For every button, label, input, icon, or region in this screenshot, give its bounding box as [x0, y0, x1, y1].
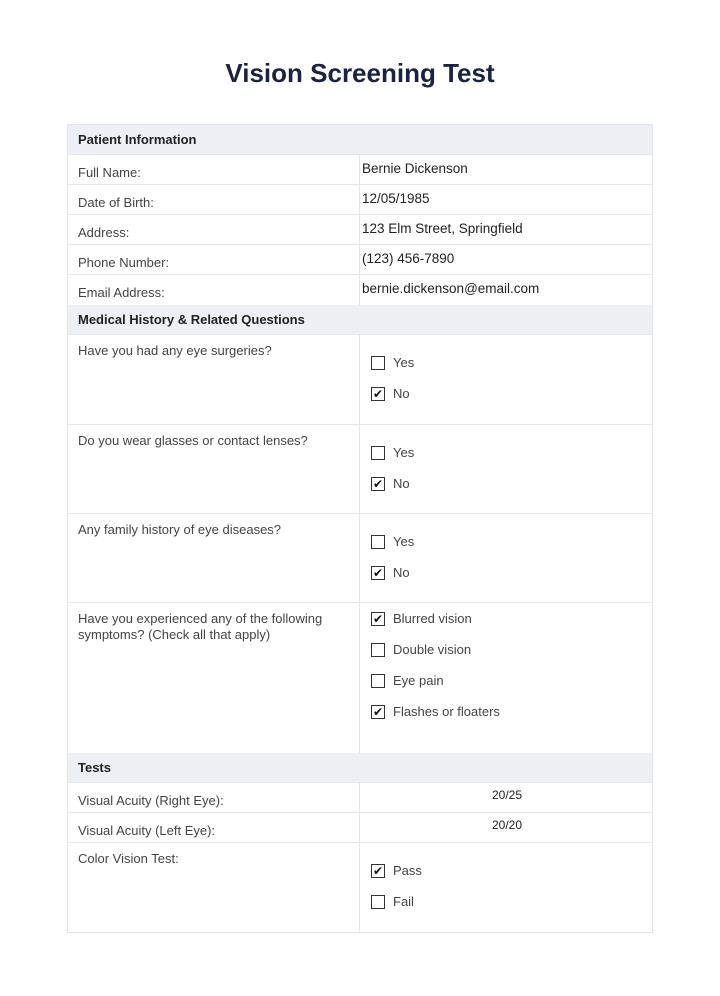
question-text: Have you experienced any of the followin… [68, 603, 360, 753]
check-icon: ✔ [372, 476, 384, 491]
options-group: Yes ✔ No [360, 514, 652, 602]
options-group: Yes ✔ No [360, 425, 652, 513]
field-value[interactable]: 123 Elm Street, Springfield [362, 221, 523, 236]
option-blurred-vision[interactable]: ✔ Blurred vision [371, 603, 652, 634]
question-row: Have you had any eye surgeries? Yes ✔ No [68, 335, 652, 425]
checked-checkbox[interactable]: ✔ [371, 565, 385, 580]
checked-checkbox[interactable]: ✔ [371, 863, 385, 878]
question-row: Have you experienced any of the followin… [68, 603, 652, 753]
field-label: Phone Number: [68, 245, 360, 274]
question-row: Do you wear glasses or contact lenses? Ye… [68, 425, 652, 514]
section-tests: Tests [68, 753, 652, 783]
empty-checkbox[interactable] [371, 534, 385, 549]
empty-checkbox[interactable] [371, 355, 385, 370]
option-label: Eye pain [393, 673, 444, 688]
options-group: ✔ Pass Fail [360, 843, 652, 932]
question-row: Any family history of eye diseases? Yes ✔ N… [68, 514, 652, 603]
empty-checkbox[interactable] [371, 445, 385, 460]
option-label: Flashes or floaters [393, 704, 500, 719]
table-row: Email Address: bernie.dickenson@email.com [68, 275, 652, 305]
field-label: Visual Acuity (Right Eye): [68, 783, 360, 812]
table-row: Phone Number: (123) 456-7890 [68, 245, 652, 275]
option-no[interactable]: ✔ No [371, 378, 652, 409]
option-yes[interactable]: Yes [371, 526, 652, 557]
field-value[interactable]: 20/20 [491, 818, 523, 832]
empty-checkbox[interactable] [371, 642, 385, 657]
table-row: Address: 123 Elm Street, Springfield [68, 215, 652, 245]
check-icon: ✔ [372, 386, 384, 401]
field-label: Email Address: [68, 275, 360, 305]
question-text: Any family history of eye diseases? [68, 514, 360, 602]
option-yes[interactable]: Yes [371, 437, 652, 468]
question-row: Color Vision Test: ✔ Pass Fail [68, 843, 652, 932]
option-label: Yes [393, 445, 415, 460]
option-fail[interactable]: Fail [371, 886, 652, 917]
check-icon: ✔ [372, 704, 384, 719]
checked-checkbox[interactable]: ✔ [371, 476, 385, 491]
option-label: No [393, 476, 410, 491]
option-label: Fail [393, 894, 414, 909]
checked-checkbox[interactable]: ✔ [371, 704, 385, 719]
table-row: Visual Acuity (Left Eye): 20/20 [68, 813, 652, 843]
option-double-vision[interactable]: Double vision [371, 634, 652, 665]
field-label: Date of Birth: [68, 185, 360, 214]
option-no[interactable]: ✔ No [371, 557, 652, 588]
question-text: Color Vision Test: [68, 843, 360, 932]
checked-checkbox[interactable]: ✔ [371, 611, 385, 626]
options-group: ✔ Blurred vision Double vision Eye pain ✔ Fla… [360, 603, 652, 753]
empty-checkbox[interactable] [371, 894, 385, 909]
option-label: Pass [393, 863, 422, 878]
option-label: Yes [393, 355, 415, 370]
option-label: No [393, 565, 410, 580]
option-label: Blurred vision [393, 611, 472, 626]
table-row: Visual Acuity (Right Eye): 20/25 [68, 783, 652, 813]
field-value[interactable]: (123) 456-7890 [362, 251, 455, 266]
section-medical-history: Medical History & Related Questions [68, 305, 652, 335]
field-value[interactable]: 12/05/1985 [362, 191, 430, 206]
field-label: Address: [68, 215, 360, 244]
check-icon: ✔ [372, 611, 384, 626]
page-title: Vision Screening Test [225, 58, 495, 88]
section-patient-information: Patient Information [68, 125, 652, 155]
option-eye-pain[interactable]: Eye pain [371, 665, 652, 696]
option-label: No [393, 386, 410, 401]
table-row: Full Name: Bernie Dickenson [68, 155, 652, 185]
field-value[interactable]: 20/25 [491, 788, 523, 802]
empty-checkbox[interactable] [371, 673, 385, 688]
check-icon: ✔ [372, 565, 384, 580]
screening-form: Patient Information Full Name: Bernie Dic… [67, 124, 653, 933]
option-pass[interactable]: ✔ Pass [371, 855, 652, 886]
option-no[interactable]: ✔ No [371, 468, 652, 499]
options-group: Yes ✔ No [360, 335, 652, 424]
checked-checkbox[interactable]: ✔ [371, 386, 385, 401]
field-label: Visual Acuity (Left Eye): [68, 813, 360, 842]
table-row: Date of Birth: 12/05/1985 [68, 185, 652, 215]
option-flashes-or-floaters[interactable]: ✔ Flashes or floaters [371, 696, 652, 727]
field-value[interactable]: Bernie Dickenson [362, 161, 468, 176]
question-text: Do you wear glasses or contact lenses? [68, 425, 360, 513]
option-yes[interactable]: Yes [371, 347, 652, 378]
option-label: Double vision [393, 642, 472, 657]
option-label: Yes [393, 534, 415, 549]
question-text: Have you had any eye surgeries? [68, 335, 360, 424]
check-icon: ✔ [372, 863, 384, 878]
field-value[interactable]: bernie.dickenson@email.com [362, 281, 540, 296]
field-label: Full Name: [68, 155, 360, 184]
